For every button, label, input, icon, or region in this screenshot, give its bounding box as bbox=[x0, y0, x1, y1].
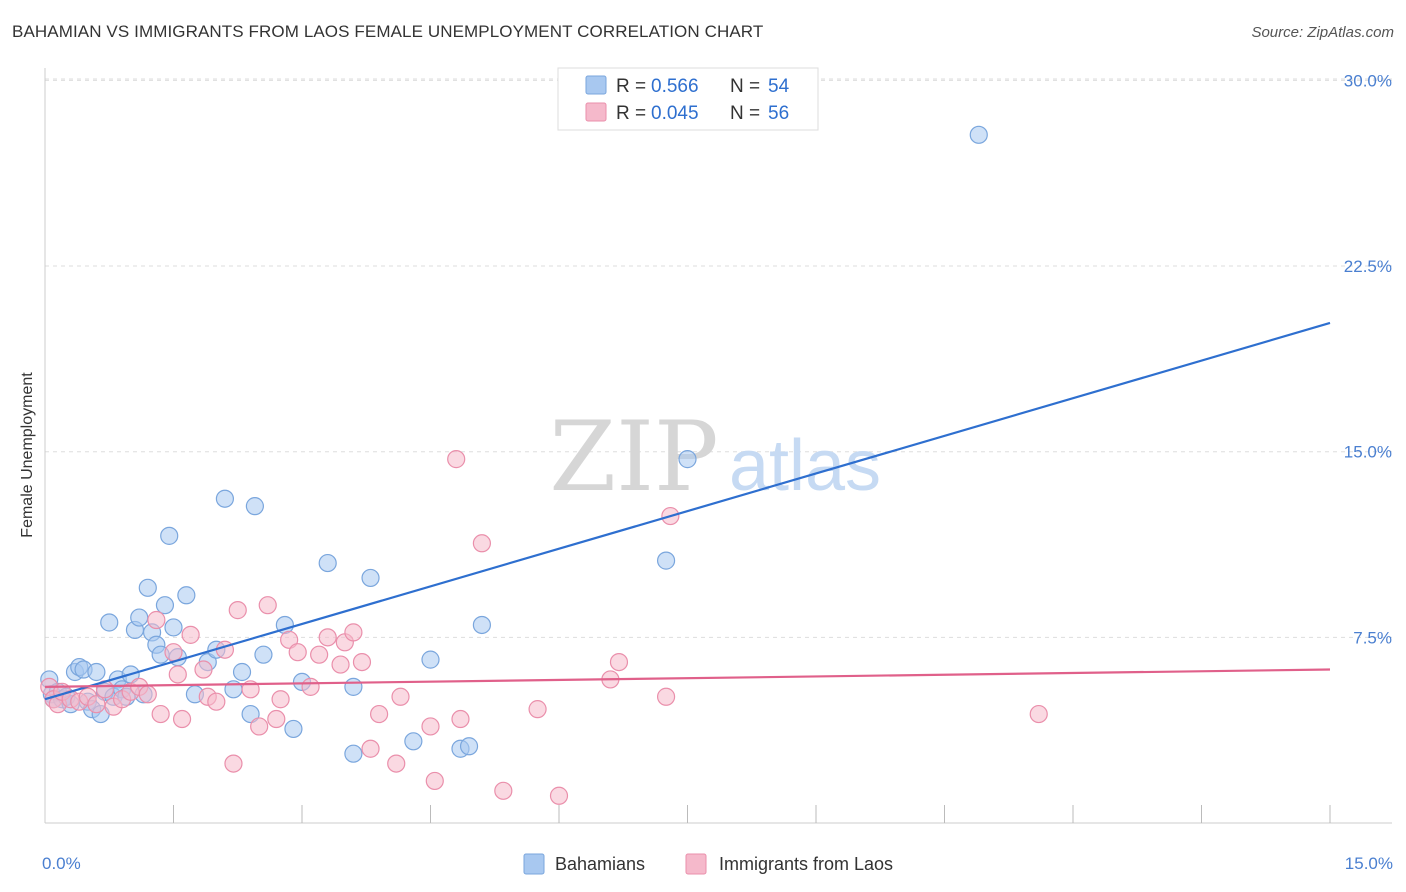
bahamian-point bbox=[138, 578, 157, 597]
watermark: ZIP atlas bbox=[549, 401, 881, 513]
laos-point bbox=[147, 610, 166, 630]
laos-point bbox=[224, 754, 243, 773]
legend-n-label: N = bbox=[730, 76, 760, 97]
laos-point bbox=[250, 717, 269, 736]
laos-point bbox=[425, 771, 444, 791]
x-tick-label: 15.0% bbox=[1345, 854, 1393, 873]
bahamian-point bbox=[177, 586, 196, 605]
laos-point bbox=[387, 754, 406, 773]
bahamian-point bbox=[656, 551, 676, 570]
legend-r-value: 0.045 bbox=[651, 103, 699, 124]
bahamian-point bbox=[678, 450, 697, 469]
bahamian-point bbox=[215, 489, 234, 508]
laos-point bbox=[280, 630, 299, 649]
trend-lines bbox=[44, 321, 1331, 701]
laos-trend-line bbox=[44, 668, 1331, 688]
legend-r-value: 0.566 bbox=[651, 76, 699, 97]
bahamian-point bbox=[284, 719, 303, 739]
tick-labels: 7.5% 15.0% 22.5% 30.0% 0.0% 15.0% bbox=[42, 71, 1393, 873]
laos-point bbox=[656, 687, 676, 706]
laos-point bbox=[310, 645, 329, 664]
bahamian-point bbox=[459, 737, 479, 756]
laos-point bbox=[1029, 704, 1048, 724]
bahamian-point bbox=[87, 662, 106, 682]
laos-point bbox=[421, 717, 440, 736]
gridlines bbox=[45, 78, 1392, 638]
chart-title: BAHAMIAN VS IMMIGRANTS FROM LAOS FEMALE … bbox=[12, 22, 764, 41]
laos-point bbox=[472, 534, 491, 553]
laos-point bbox=[258, 596, 277, 615]
bahamian-point bbox=[421, 650, 440, 669]
laos-point bbox=[164, 643, 183, 662]
legend-r-label: R = bbox=[616, 103, 646, 124]
laos-point bbox=[271, 690, 290, 709]
legend-bottom-label: Immigrants from Laos bbox=[719, 854, 893, 874]
bahamian-point bbox=[404, 732, 423, 751]
laos-point bbox=[168, 665, 187, 684]
laos-point bbox=[528, 700, 547, 719]
bahamian-point bbox=[160, 526, 179, 545]
bahamian-point bbox=[344, 744, 363, 763]
bahamian-point bbox=[155, 596, 175, 615]
legend-bottom-swatch-pink bbox=[685, 853, 707, 875]
legend-swatch-pink bbox=[585, 102, 607, 122]
watermark-atlas: atlas bbox=[729, 426, 881, 506]
laos-point bbox=[391, 687, 410, 706]
laos-point bbox=[267, 709, 286, 729]
laos-point bbox=[288, 643, 307, 662]
bahamian-point bbox=[245, 497, 264, 516]
laos-point bbox=[151, 704, 170, 724]
bahamian-point bbox=[344, 677, 363, 696]
laos-point bbox=[228, 601, 247, 620]
laos-point bbox=[207, 692, 226, 711]
laos-point bbox=[138, 685, 157, 704]
y-tick-label: 7.5% bbox=[1353, 628, 1392, 647]
laos-point bbox=[331, 655, 350, 674]
legend-top: R = 0.566 N = 54 R = 0.045 N = 56 bbox=[557, 67, 819, 131]
bahamian-point bbox=[318, 553, 337, 573]
laos-point bbox=[301, 677, 320, 696]
y-tick-label: 15.0% bbox=[1344, 443, 1392, 462]
legend-r-label: R = bbox=[616, 76, 646, 97]
legend-bottom: Bahamians Immigrants from Laos bbox=[523, 853, 893, 875]
bahamian-trend-line bbox=[44, 321, 1331, 701]
laos-point bbox=[194, 660, 213, 679]
laos-point bbox=[549, 786, 569, 805]
legend-n-label: N = bbox=[730, 103, 760, 124]
laos-point bbox=[609, 652, 629, 672]
y-tick-label: 22.5% bbox=[1344, 257, 1392, 276]
laos-point bbox=[370, 704, 389, 724]
legend-n-value: 56 bbox=[768, 103, 789, 124]
laos-point bbox=[87, 695, 106, 714]
bahamian-point bbox=[241, 704, 260, 724]
legend-swatch-blue bbox=[585, 75, 607, 95]
x-tick-label: 0.0% bbox=[42, 854, 81, 873]
data-points bbox=[40, 125, 1048, 805]
legend-bottom-swatch-blue bbox=[523, 853, 545, 875]
bahamian-point bbox=[969, 125, 988, 144]
bahamian-point bbox=[100, 613, 119, 632]
laos-point bbox=[181, 625, 200, 644]
laos-point bbox=[361, 739, 380, 758]
laos-point bbox=[352, 652, 372, 672]
laos-point bbox=[318, 628, 337, 647]
laos-point bbox=[494, 781, 513, 800]
laos-point bbox=[344, 623, 363, 642]
bahamian-point bbox=[472, 615, 491, 635]
y-tick-label: 30.0% bbox=[1344, 71, 1392, 90]
bahamian-point bbox=[254, 645, 273, 664]
bahamian-point bbox=[232, 662, 252, 682]
laos-point bbox=[447, 450, 466, 469]
bahamian-point bbox=[164, 618, 183, 637]
bahamian-point bbox=[361, 568, 380, 588]
laos-point bbox=[451, 709, 470, 729]
bahamian-point bbox=[130, 608, 149, 627]
source-credit: Source: ZipAtlas.com bbox=[1251, 24, 1394, 41]
legend-n-value: 54 bbox=[768, 76, 790, 97]
legend-bottom-label: Bahamians bbox=[555, 854, 645, 874]
laos-point bbox=[172, 709, 192, 729]
